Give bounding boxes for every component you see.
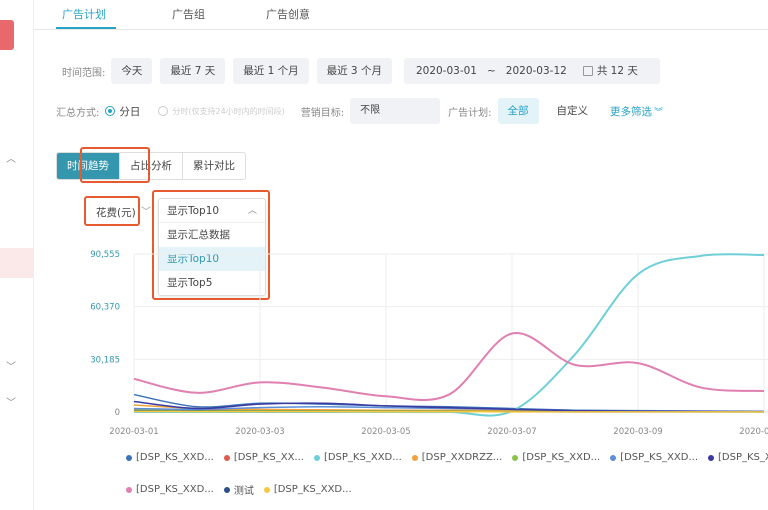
goal-label: 营销目标:: [300, 107, 345, 119]
top-tab-bar: 广告计划 广告组 广告创意: [34, 0, 768, 30]
series-line-7[interactable]: [133, 332, 765, 401]
topn-current-label: 显示Top10: [167, 205, 220, 217]
legend-label: [DSP_KS_XXD...: [522, 452, 601, 463]
legend-dot-icon: [411, 454, 418, 461]
chevron-down-icon[interactable]: ﹀: [141, 207, 151, 218]
plan-label: 广告计划:: [448, 107, 492, 119]
chevron-up-icon: ︿: [247, 206, 257, 216]
legend-label: [DSP_XXDRZZ...: [421, 452, 503, 463]
topn-option-top5[interactable]: 显示Top5: [167, 277, 213, 289]
legend-item[interactable]: [DSP_XXDRZZ...: [411, 452, 503, 463]
x-tick-label: 2020-03-05: [361, 427, 410, 437]
agg-day-radio[interactable]: [105, 106, 116, 116]
legend-dot-icon: [223, 454, 230, 461]
highlight-box-metric: [84, 196, 140, 226]
legend-dot-icon: [610, 454, 617, 461]
topn-dropdown[interactable]: 显示Top10 ︿ 显示汇总数据 显示Top10 显示Top5: [158, 198, 266, 296]
agg-label: 汇总方式:: [56, 107, 100, 119]
x-tick-label: 2020-03-09: [613, 427, 662, 437]
legend-item[interactable]: [DSP_KS_XXD...: [126, 452, 214, 463]
x-tick-label: 2020-03-07: [487, 427, 536, 437]
y-tick-label: 0: [115, 408, 120, 418]
legend-label: 测试: [233, 486, 254, 497]
legend-item[interactable]: [DSP_KS_XXD...: [313, 452, 402, 463]
topn-dropdown-current[interactable]: 显示Top10 ︿: [159, 199, 265, 223]
left-sidebar: ︿ ﹀ ﹀: [0, 0, 34, 510]
time-1month-button[interactable]: 最近 1 个月: [233, 58, 309, 84]
highlight-box-dropdown: [152, 190, 270, 300]
tab-ad-creative[interactable]: 广告创意: [266, 8, 310, 21]
goal-select[interactable]: 不限: [350, 98, 441, 124]
view-tabs: 时间趋势 占比分析 累计对比: [56, 152, 246, 180]
legend-label: [DSP_KS_XXD...: [136, 452, 214, 463]
y-tick-label: 60,370: [90, 303, 120, 313]
calendar-icon: [582, 66, 593, 76]
time-range-row: 时间范围: 今天 最近 7 天 最近 1 个月 最近 3 个月 2020-03-…: [62, 58, 660, 84]
legend-dot-icon: [223, 486, 230, 493]
legend-item[interactable]: [DSP_KS_XXD...: [263, 482, 352, 497]
legend-label: [DSP_KS_XX...: [233, 452, 304, 463]
legend-dot-icon: [313, 454, 320, 461]
legend-row-2: [DSP_KS_XXD... 测试 [DSP_KS_XXD...: [126, 482, 362, 497]
metric-select[interactable]: 花费(元): [96, 207, 136, 219]
filter-row: 汇总方式: 分日 分时(仅支持24小时内的时间段) 营销目标: 不限 广告计划:…: [56, 98, 663, 124]
tab-ad-group[interactable]: 广告组: [172, 8, 205, 21]
agg-hour-label: 分时(仅支持24小时内的时间段): [172, 106, 285, 116]
legend-item[interactable]: [DSP_KS_XX...: [223, 452, 304, 463]
days-total: 共 12 天: [596, 65, 638, 77]
time-3months-button[interactable]: 最近 3 个月: [316, 58, 392, 84]
legend-item[interactable]: [DSP_KS_XXD...: [610, 452, 698, 463]
x-tick-label: 2020-03-11: [739, 427, 768, 437]
agg-hour-radio[interactable]: [158, 106, 169, 116]
legend-item[interactable]: [DSP_KS_XXD...: [512, 452, 600, 463]
plan-custom-button[interactable]: 自定义: [546, 98, 599, 124]
chevron-down-icon[interactable]: ﹀: [6, 398, 16, 409]
y-tick-label: 90,555: [90, 250, 120, 260]
chevron-up-icon[interactable]: ︿: [6, 154, 16, 165]
date-range-picker[interactable]: 2020-03-01 ~ 2020-03-12 共 12 天: [403, 58, 660, 84]
x-tick-label: 2020-03-03: [235, 427, 284, 437]
active-tab-underline: [56, 27, 116, 29]
legend-label: [DSP_KS_XXD...: [718, 452, 768, 463]
tab-time-trend[interactable]: 时间趋势: [57, 153, 120, 179]
topn-option-top10[interactable]: 显示Top10: [159, 247, 265, 271]
legend-item[interactable]: [DSP_KS_XXD...: [126, 482, 214, 497]
legend-dot-icon: [126, 486, 132, 493]
sidebar-active-item[interactable]: [0, 248, 34, 278]
more-filters-link[interactable]: 更多筛选: [610, 105, 653, 118]
y-tick-label: 30,185: [90, 355, 120, 365]
legend-row-1: [DSP_KS_XXD... [DSP_KS_XX... [DSP_KS_XXD..…: [126, 452, 768, 463]
legend-label: [DSP_KS_XXD...: [323, 452, 402, 463]
double-chevron-down-icon[interactable]: ︾: [654, 107, 664, 118]
legend-item[interactable]: [DSP_KS_XXD...: [708, 452, 768, 463]
tab-ad-plan[interactable]: 广告计划: [62, 8, 106, 21]
agg-day-label: 分日: [119, 105, 141, 118]
topn-option-summary[interactable]: 显示汇总数据: [167, 229, 230, 241]
date-end: 2020-03-12: [505, 65, 567, 77]
date-start: 2020-03-01: [415, 65, 477, 77]
highlight-box-view-tab: [80, 147, 150, 183]
legend-dot-icon: [512, 454, 519, 461]
date-separator: ~: [486, 65, 496, 77]
tab-cumulative[interactable]: 累计对比: [193, 160, 235, 172]
x-tick-label: 2020-03-01: [109, 427, 158, 437]
legend-label: [DSP_KS_XXD...: [273, 484, 352, 495]
time-today-button[interactable]: 今天: [111, 58, 153, 84]
legend-dot-icon: [708, 454, 715, 461]
time-range-label: 时间范围:: [62, 67, 106, 79]
legend-dot-icon: [263, 486, 270, 493]
series-line-2[interactable]: [134, 253, 765, 417]
legend-dot-icon: [126, 454, 132, 461]
chevron-down-icon[interactable]: ﹀: [6, 362, 16, 373]
legend-label: [DSP_KS_XXD...: [136, 484, 214, 495]
tab-proportion[interactable]: 占比分析: [120, 153, 183, 179]
plan-all-button[interactable]: 全部: [497, 98, 539, 124]
legend-label: [DSP_KS_XXD...: [620, 452, 699, 463]
sidebar-logo-block: [0, 20, 14, 50]
legend-item[interactable]: 测试: [223, 482, 254, 497]
time-7days-button[interactable]: 最近 7 天: [160, 58, 226, 84]
